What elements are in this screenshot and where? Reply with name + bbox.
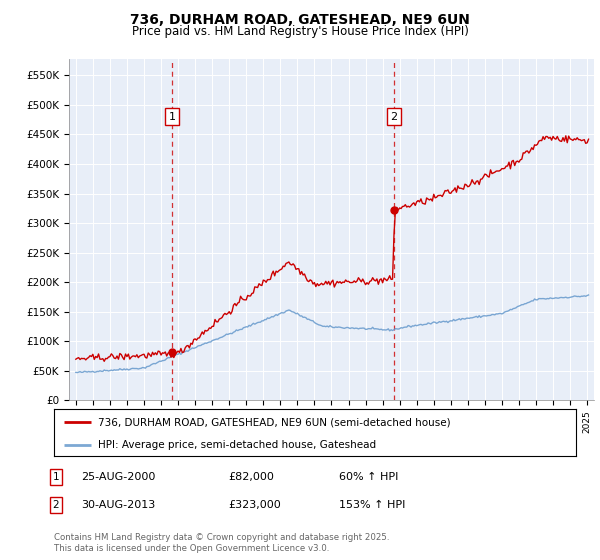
Text: 1: 1: [52, 472, 59, 482]
Text: Contains HM Land Registry data © Crown copyright and database right 2025.
This d: Contains HM Land Registry data © Crown c…: [54, 533, 389, 553]
Text: Price paid vs. HM Land Registry's House Price Index (HPI): Price paid vs. HM Land Registry's House …: [131, 25, 469, 38]
Text: 736, DURHAM ROAD, GATESHEAD, NE9 6UN: 736, DURHAM ROAD, GATESHEAD, NE9 6UN: [130, 13, 470, 27]
Text: 2: 2: [52, 500, 59, 510]
Text: £82,000: £82,000: [228, 472, 274, 482]
Text: 30-AUG-2013: 30-AUG-2013: [81, 500, 155, 510]
Text: 153% ↑ HPI: 153% ↑ HPI: [339, 500, 406, 510]
Text: 2: 2: [391, 111, 397, 122]
Text: HPI: Average price, semi-detached house, Gateshead: HPI: Average price, semi-detached house,…: [98, 440, 376, 450]
Text: £323,000: £323,000: [228, 500, 281, 510]
Text: 25-AUG-2000: 25-AUG-2000: [81, 472, 155, 482]
Text: 1: 1: [169, 111, 176, 122]
Text: 60% ↑ HPI: 60% ↑ HPI: [339, 472, 398, 482]
Text: 736, DURHAM ROAD, GATESHEAD, NE9 6UN (semi-detached house): 736, DURHAM ROAD, GATESHEAD, NE9 6UN (se…: [98, 417, 451, 427]
